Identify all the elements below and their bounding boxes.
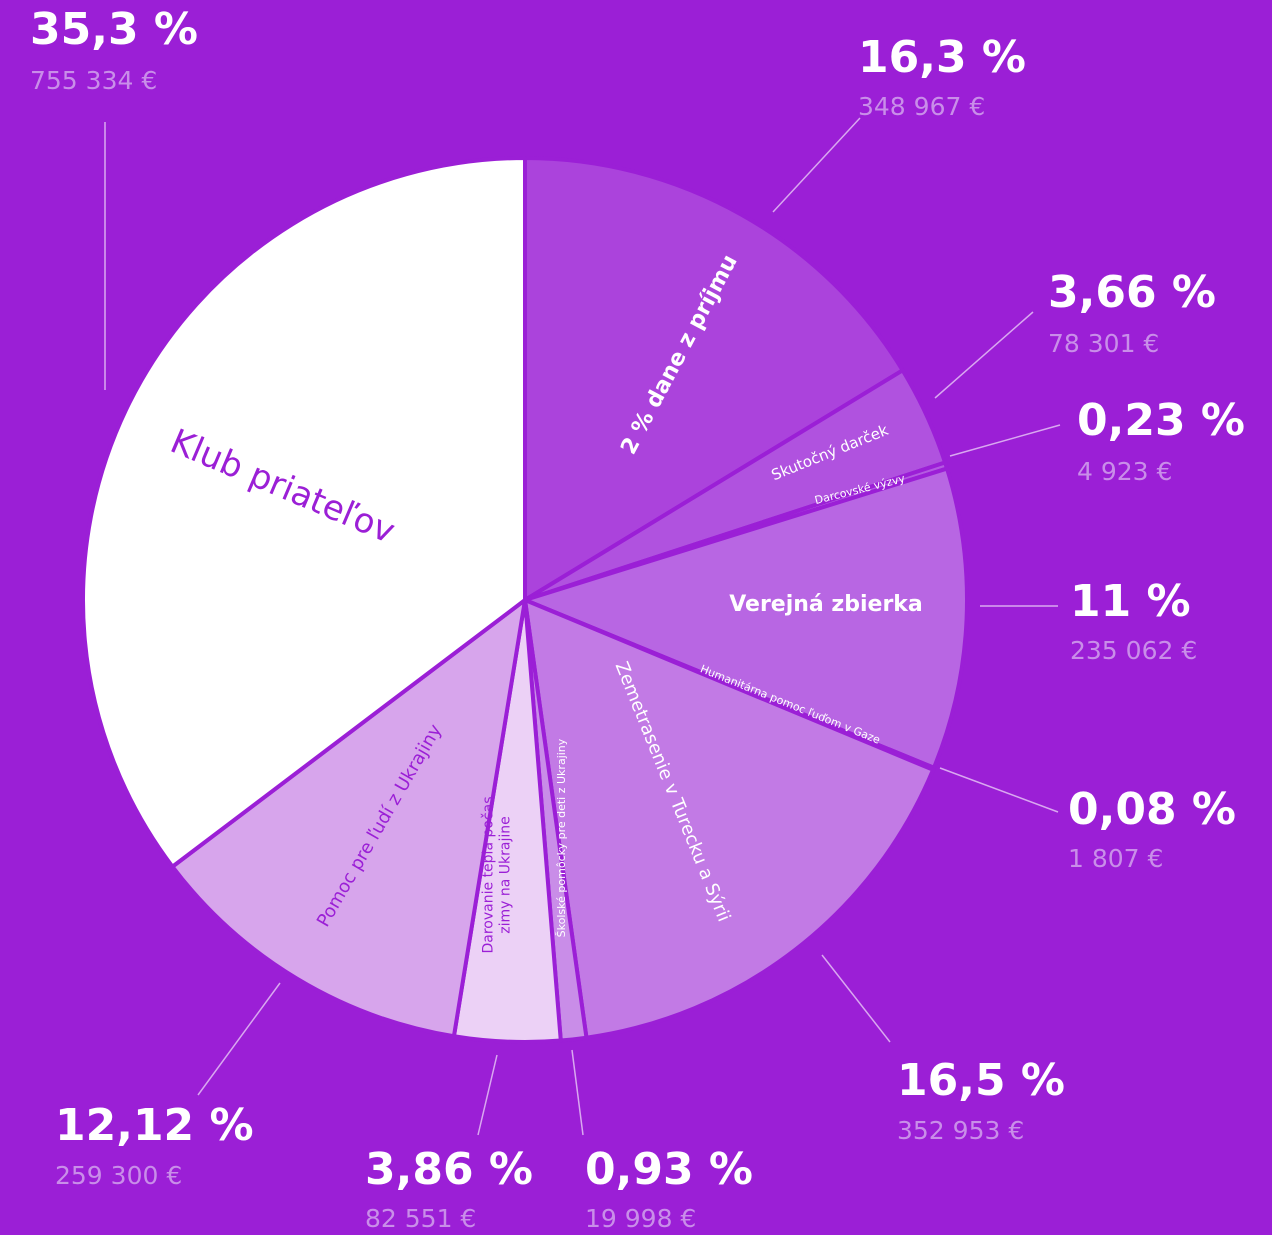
leader-line — [571, 1049, 584, 1136]
slice-label: Darovanie tepla počaszimy na Ukrajine — [481, 797, 514, 954]
amount-label: 348 967 € — [858, 92, 985, 121]
amount-label: 19 998 € — [585, 1204, 696, 1233]
value-label: 3,86 % — [365, 1144, 533, 1195]
leader-line — [939, 767, 1059, 813]
pie-slice — [523, 156, 905, 602]
slice-label: Verejná zbierka — [729, 592, 923, 617]
pie-slice — [81, 156, 527, 869]
value-label: 16,5 % — [897, 1055, 1065, 1106]
value-label: 12,12 % — [55, 1100, 254, 1151]
amount-label: 235 062 € — [1070, 636, 1197, 665]
leader-line — [477, 1054, 498, 1136]
amount-label: 1 807 € — [1068, 844, 1163, 873]
pie-slice — [523, 598, 936, 1040]
leader-line — [934, 311, 1034, 399]
value-label: 0,08 % — [1068, 784, 1236, 835]
leader-line — [772, 117, 861, 213]
leader-line — [949, 424, 1061, 457]
pie-slice — [523, 466, 969, 770]
leader-line — [197, 982, 281, 1096]
value-label: 0,93 % — [585, 1144, 753, 1195]
amount-label: 82 551 € — [365, 1204, 476, 1233]
value-label: 0,23 % — [1077, 395, 1245, 446]
amount-label: 755 334 € — [30, 66, 157, 95]
amount-label: 352 953 € — [897, 1116, 1024, 1145]
amount-label: 4 923 € — [1077, 457, 1172, 486]
value-label: 35,3 % — [30, 4, 198, 55]
value-label: 16,3 % — [858, 32, 1026, 83]
value-label: 11 % — [1070, 576, 1191, 627]
amount-label: 259 300 € — [55, 1161, 182, 1190]
pie-slice — [170, 598, 527, 1039]
amount-label: 78 301 € — [1048, 329, 1159, 358]
value-label: 3,66 % — [1048, 267, 1216, 318]
slice-label: Školské pomôcky pre deti z Ukrajiny — [555, 738, 568, 937]
leader-line — [821, 954, 891, 1043]
